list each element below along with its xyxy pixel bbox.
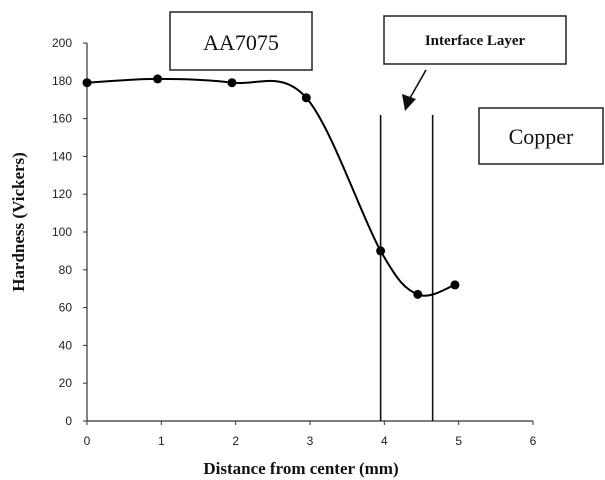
x-tick-label: 0: [84, 434, 91, 448]
y-tick-label: 40: [59, 338, 73, 352]
y-tick-label: 140: [52, 149, 72, 163]
x-tick-label: 4: [381, 434, 388, 448]
y-tick-label: 80: [59, 263, 73, 277]
y-axis-title: Hardness (Vickers): [9, 152, 28, 292]
data-point: [413, 289, 423, 299]
aa7075-label: AA7075: [203, 30, 279, 55]
y-tick-label: 160: [52, 112, 72, 126]
data-points: [82, 74, 460, 299]
data-point: [82, 78, 92, 88]
y-tick-label: 20: [59, 376, 73, 390]
y-tick-label: 200: [52, 36, 72, 50]
x-axis-title: Distance from center (mm): [203, 459, 398, 478]
arrow-shaft: [409, 69, 427, 99]
arrow-head: [402, 94, 416, 111]
data-point: [227, 78, 237, 88]
interface-layer-label: Interface Layer: [425, 33, 526, 49]
x-tick-label: 3: [307, 434, 314, 448]
aa7075-label-box: AA7075: [169, 11, 313, 71]
y-tick-label: 0: [65, 414, 72, 428]
x-tick-label: 2: [232, 434, 239, 448]
x-tick-label: 5: [455, 434, 462, 448]
data-point: [153, 74, 163, 84]
x-tick-label: 1: [158, 434, 165, 448]
data-point: [376, 246, 386, 256]
data-point: [301, 93, 311, 103]
y-tick-label: 180: [52, 74, 72, 88]
copper-label-box: Copper: [478, 107, 604, 165]
y-tick-label: 100: [52, 225, 72, 239]
interface-arrow: [402, 69, 427, 111]
interface-lines: [379, 114, 434, 421]
interface-layer-label-box: Interface Layer: [383, 15, 567, 65]
copper-label: Copper: [509, 124, 574, 149]
y-tick-label: 120: [52, 187, 72, 201]
data-point: [450, 280, 460, 290]
x-tick-label: 6: [530, 434, 537, 448]
y-tick-label: 60: [59, 301, 73, 315]
